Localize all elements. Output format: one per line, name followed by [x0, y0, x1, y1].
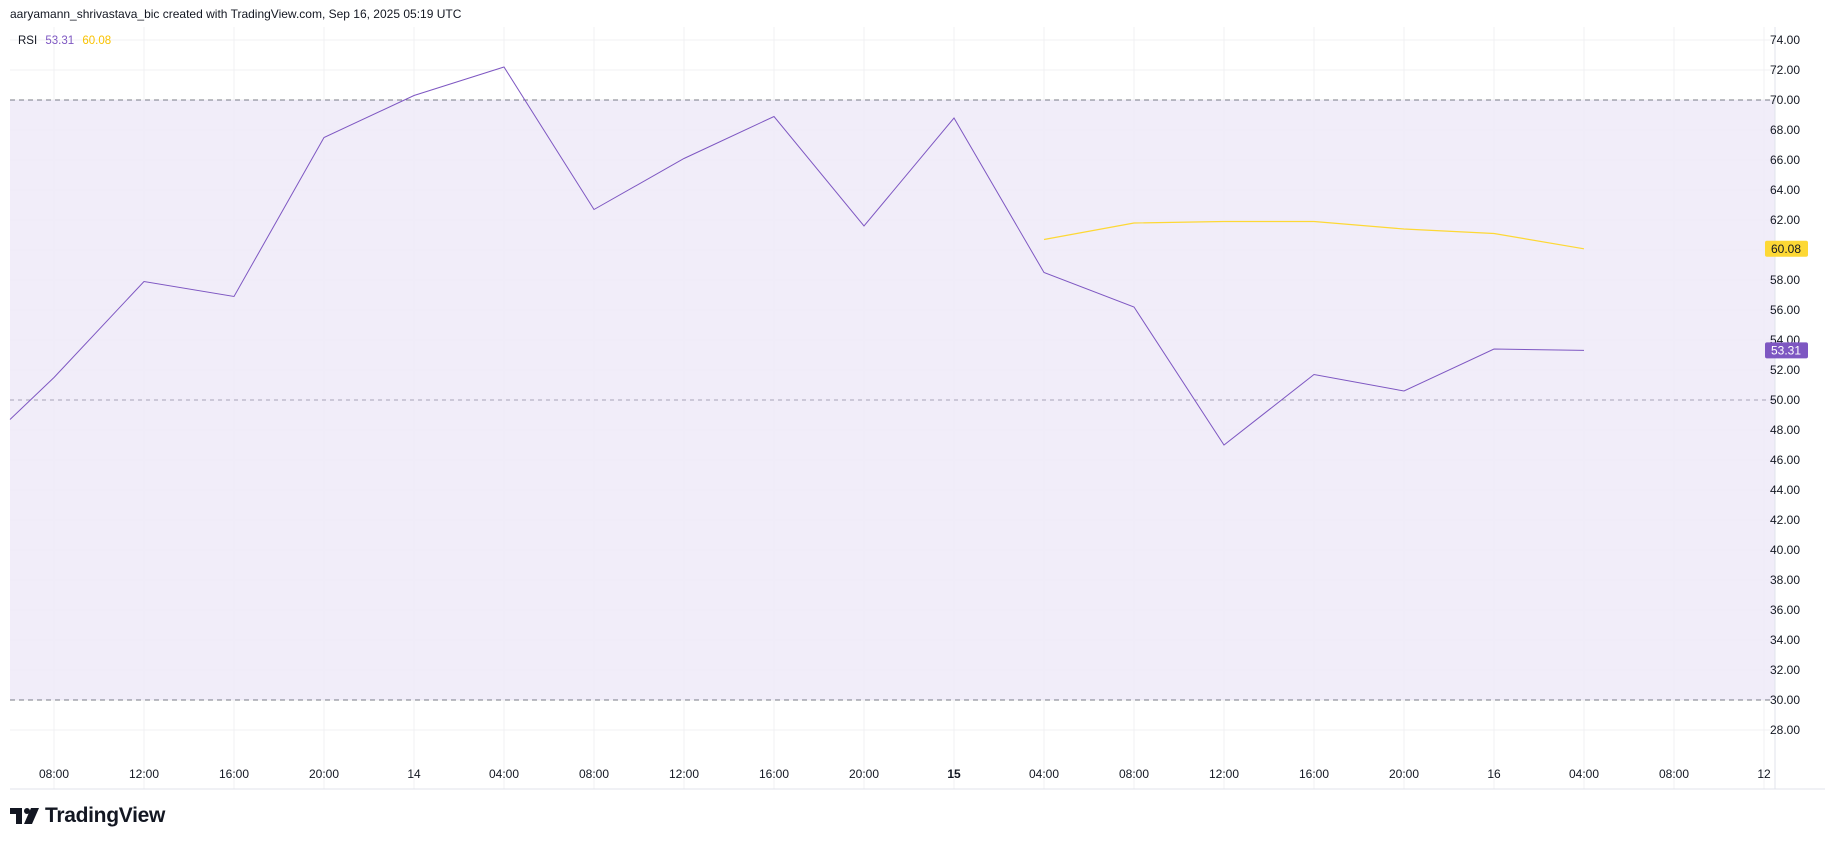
- chart-attribution: aaryamann_shrivastava_bic created with T…: [10, 7, 462, 21]
- price-axis-label: 32.00: [1770, 663, 1800, 677]
- tradingview-logo-icon: [10, 808, 39, 824]
- time-axis-label: 08:00: [579, 767, 609, 781]
- last-value-label: 60.08: [1771, 242, 1801, 256]
- time-axis-label: 04:00: [489, 767, 519, 781]
- time-axis-label: 04:00: [1569, 767, 1599, 781]
- price-axis-label: 70.00: [1770, 93, 1800, 107]
- last-value-badge: [1765, 240, 1808, 257]
- price-axis-label: 66.00: [1770, 153, 1800, 167]
- price-axis-label: 74.00: [1770, 33, 1800, 47]
- last-value-label: 53.31: [1771, 343, 1801, 357]
- tradingview-logo-text: TradingView: [45, 804, 166, 827]
- last-value-badges: 60.08 53.31: [1765, 240, 1808, 359]
- legend-ma-value: 60.08: [82, 35, 112, 47]
- price-axis-label: 38.00: [1770, 573, 1800, 587]
- price-axis-label: 62.00: [1770, 213, 1800, 227]
- price-axis-label: 34.00: [1770, 633, 1800, 647]
- legend-indicator-name: RSI: [18, 35, 38, 47]
- price-axis-label: 58.00: [1770, 273, 1800, 287]
- price-axis-label: 52.00: [1770, 363, 1800, 377]
- time-axis-label: 16:00: [1299, 767, 1329, 781]
- price-axis-label: 42.00: [1770, 513, 1800, 527]
- time-axis-label: 12:00: [129, 767, 159, 781]
- time-axis-label: 12:00: [1209, 767, 1239, 781]
- time-axis-label: 20:00: [1389, 767, 1419, 781]
- price-axis-label: 40.00: [1770, 543, 1800, 557]
- price-axis-label: 30.00: [1770, 693, 1800, 707]
- time-axis-label: 12: [1757, 767, 1771, 781]
- rsi-series-line[interactable]: [9, 66, 1585, 446]
- time-axis-label: 16: [1487, 767, 1501, 781]
- time-axis-label: 08:00: [1119, 767, 1149, 781]
- price-axis-label: 50.00: [1770, 393, 1800, 407]
- price-axis-label: 48.00: [1770, 423, 1800, 437]
- legend-rsi-value: 53.31: [45, 35, 75, 47]
- price-axis-label: 56.00: [1770, 303, 1800, 317]
- time-axis-label: 16:00: [759, 767, 789, 781]
- time-axis-label: 08:00: [1659, 767, 1689, 781]
- price-axis-label: 36.00: [1770, 603, 1800, 617]
- tradingview-logo[interactable]: TradingView: [10, 804, 165, 828]
- time-axis-label: 20:00: [309, 767, 339, 781]
- price-axis-label: 28.00: [1770, 723, 1800, 737]
- time-axis-label: 08:00: [39, 767, 69, 781]
- price-axis[interactable]: 28.00 30.00 32.00 34.00 36.00 38.00 40.00 42.00…: [1770, 33, 1800, 737]
- time-axis-label: 12:00: [669, 767, 699, 781]
- last-value-badge: [1765, 342, 1808, 359]
- rsi-level-lines: [10, 99, 1775, 701]
- time-axis-label: 14: [407, 767, 421, 781]
- price-axis-label: 72.00: [1770, 63, 1800, 77]
- price-axis-label: 68.00: [1770, 123, 1800, 137]
- time-axis-label: 15: [947, 767, 961, 781]
- time-axis-label: 20:00: [849, 767, 879, 781]
- price-axis-label: 44.00: [1770, 483, 1800, 497]
- time-axis-label: 04:00: [1029, 767, 1059, 781]
- rsi-ma-series-line[interactable]: [1043, 220, 1585, 250]
- price-axis-label: 64.00: [1770, 183, 1800, 197]
- time-axis[interactable]: 08:00 12:00 16:00 20:00 14 04:00 08:00 12:00 16:…: [39, 767, 1771, 781]
- time-axis-label: 16:00: [219, 767, 249, 781]
- indicator-legend[interactable]: RSI 53.31 60.08: [18, 35, 116, 47]
- price-axis-label: 46.00: [1770, 453, 1800, 467]
